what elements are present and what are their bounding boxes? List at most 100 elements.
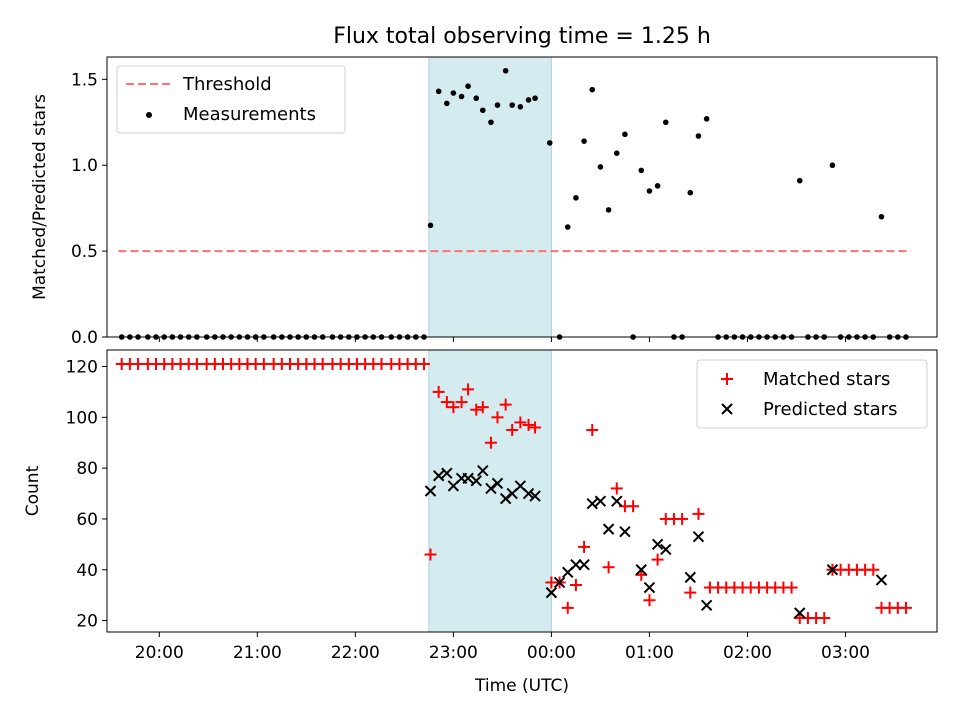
bottom-x-tick-label: 22:00 [331, 643, 380, 663]
predicted-star-point [462, 472, 474, 485]
top-legend: Threshold Measurements [116, 65, 346, 134]
bottom-y-tick-label: 120 [66, 358, 98, 378]
measurement-point [687, 189, 694, 196]
measurement-point [796, 177, 803, 184]
measurement-point [502, 67, 509, 74]
measurement-point [638, 167, 645, 174]
measurement-point [444, 100, 450, 107]
bottom-x-tick-label: 21:00 [233, 643, 282, 663]
measurement-point [458, 93, 465, 100]
predicted-star-point [485, 482, 497, 495]
bottom-plot-frame [106, 349, 938, 633]
matched-star-point [899, 601, 912, 614]
matched-star-point [610, 482, 623, 495]
matched-star-point [470, 403, 483, 416]
measurement-point [435, 88, 442, 95]
matched-star-point [569, 579, 582, 591]
predicted-star-point [684, 571, 696, 584]
predicted-star-point [611, 495, 623, 507]
matched-star-point [499, 398, 512, 411]
predicted-star-point [545, 586, 558, 599]
bottom-x-tick-label: 20:00 [135, 643, 184, 663]
measurement-point [622, 131, 628, 138]
predicted-star-point [499, 492, 512, 505]
matched-star-point [432, 385, 445, 398]
predicted-stars-legend-label: Predicted stars [763, 399, 897, 420]
matched-star-point [484, 436, 497, 449]
matched-star-point [785, 581, 798, 594]
measurement-point [465, 83, 471, 90]
matched-star-point [818, 612, 831, 625]
top-axis-ticks: 0.0 0.5 1.0 1.5 [71, 70, 847, 348]
predicted-star-point [578, 558, 590, 571]
predicted-star-point [522, 487, 535, 500]
bottom-legend: Matched stars Predicted stars [696, 359, 928, 429]
measurement-point [662, 119, 669, 126]
matched-star-point [462, 383, 475, 396]
top-chart-title: Flux total observing time = 1.25 h [333, 24, 711, 49]
matched-star-point [684, 586, 697, 599]
predicted-star-point [826, 564, 839, 576]
matched-star-point [676, 512, 689, 525]
matched-star-point [514, 416, 527, 429]
predicted-star-point [529, 490, 541, 502]
x-axis-label: Time (UTC) [474, 676, 569, 696]
measurement-point [613, 150, 620, 156]
matched-star-point [506, 424, 519, 437]
matched-star-point [586, 424, 599, 437]
bottom-y-axis-label: Count [23, 465, 43, 516]
matched-star-point [643, 594, 656, 607]
bottom-y-tick-label: 20 [76, 612, 98, 632]
measurement-point [654, 183, 661, 189]
measurement-point [605, 207, 612, 213]
bottom-x-tick-label: 02:00 [723, 643, 772, 663]
measurement-point [427, 222, 434, 229]
measurement-point [450, 90, 457, 96]
measurement-point [581, 138, 587, 144]
top-plot-frame [106, 56, 938, 338]
top-y-tick-label: 0.5 [71, 242, 98, 262]
predicted-star-point [424, 485, 437, 497]
measurement-point [488, 119, 494, 126]
top-y-axis-label: Matched/Predicted stars [30, 94, 50, 300]
bottom-observing-window-shade [428, 349, 552, 633]
matched-star-point [455, 396, 468, 409]
matched-star-point [476, 401, 489, 414]
top-y-tick-label: 1.5 [71, 70, 98, 90]
predicted-star-point [875, 574, 888, 586]
measurement-point [589, 86, 596, 93]
matched-star-point [417, 357, 430, 370]
measurement-point [573, 195, 579, 201]
measurement-point [564, 224, 571, 230]
measurement-points [118, 67, 909, 340]
predicted-star-point [619, 525, 631, 538]
measurement-point [509, 102, 515, 108]
top-panel: 0.0 0.5 1.0 1.5 Flux total observing time =… [30, 24, 938, 348]
measurement-point [479, 107, 486, 114]
matched-stars-legend-swatch [721, 373, 733, 385]
measurement-point [532, 95, 538, 102]
predicted-star-point [553, 576, 566, 589]
matched-star-point [561, 601, 574, 614]
bottom-x-tick-label: 23:00 [429, 643, 478, 663]
predicted-stars-legend-swatch [721, 403, 733, 415]
matched-star-point [491, 411, 504, 424]
predicted-star-point [441, 467, 453, 479]
predicted-stars-points [424, 464, 888, 619]
measurement-point [829, 162, 836, 169]
matched-star-point [447, 401, 460, 414]
predicted-star-point [470, 475, 482, 487]
top-y-tick-label: 1.0 [71, 156, 98, 176]
predicted-star-point [651, 538, 664, 551]
predicted-star-point [570, 558, 582, 571]
bottom-x-tick-label: 01:00 [625, 643, 674, 663]
matched-star-point [651, 553, 664, 566]
bottom-panel: 20 40 60 80 100 120 20:00 21:00 22:00 23:00 00:00 0… [23, 349, 938, 696]
measurements-legend-label: Measurements [183, 104, 316, 125]
predicted-star-point [586, 497, 598, 510]
measurement-point [695, 133, 702, 139]
measurement-point [517, 104, 524, 110]
predicted-star-point [594, 495, 607, 507]
matched-star-point [529, 421, 542, 434]
bottom-axis-ticks: 20 40 60 80 100 120 20:00 21:00 22:00 23:00 00:00 0… [66, 358, 870, 663]
